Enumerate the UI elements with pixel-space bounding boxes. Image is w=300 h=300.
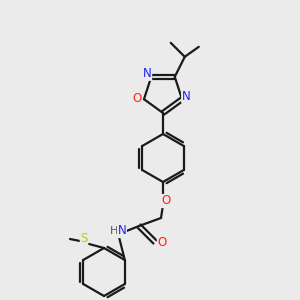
Text: S: S [80,232,88,245]
Text: O: O [161,194,171,208]
Text: O: O [158,236,166,250]
Text: N: N [118,224,126,238]
Text: H: H [110,226,118,236]
Text: N: N [182,90,190,103]
Text: O: O [132,92,142,105]
Text: N: N [143,67,152,80]
